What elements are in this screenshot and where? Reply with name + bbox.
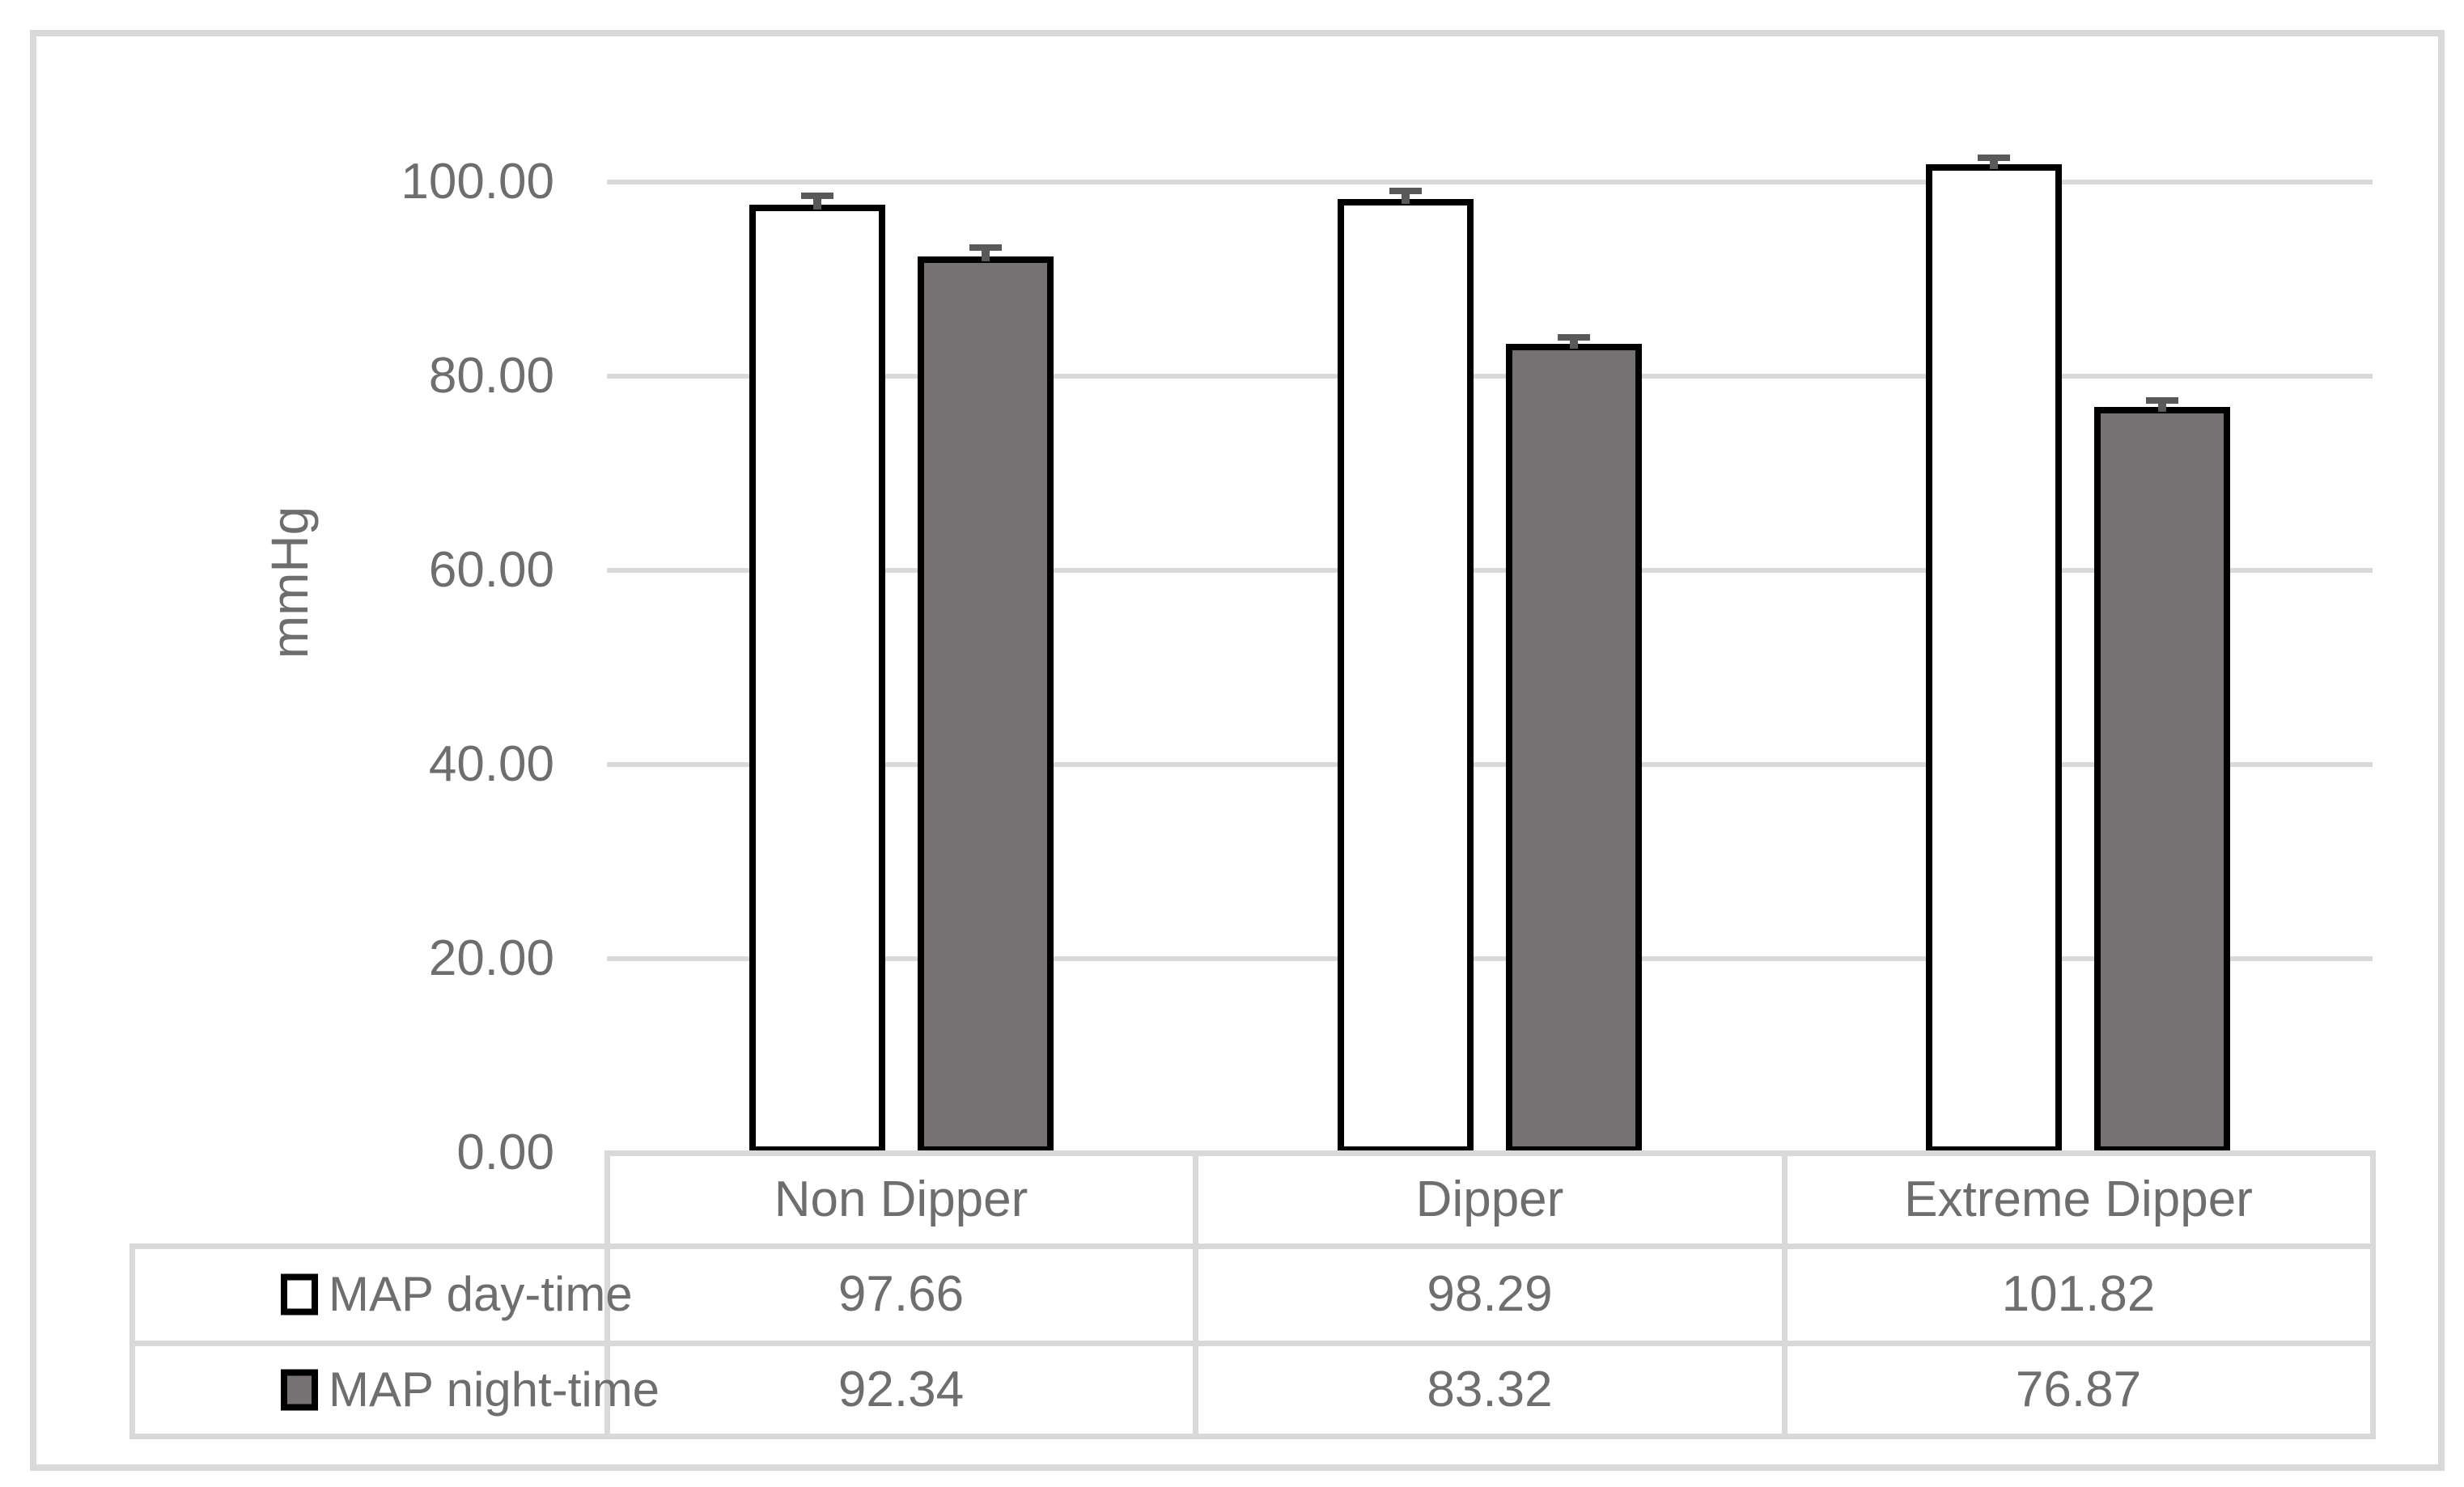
bar-night-time-non-dipper xyxy=(917,256,1054,1153)
gridline-80 xyxy=(607,374,2373,379)
night-time-series-swatch-icon xyxy=(281,1369,318,1410)
table-line-right xyxy=(2370,1150,2376,1439)
table-line-row-divider xyxy=(129,1341,2376,1346)
figure-outer-frame xyxy=(30,30,2445,1471)
legend-label-night-time: MAP night-time xyxy=(329,1362,660,1417)
table-header-dipper: Dipper xyxy=(1415,1171,1564,1227)
error-bar-cap-day-time-extreme-dipper xyxy=(1978,154,2011,161)
legend-label-day-time: MAP day-time xyxy=(329,1267,633,1321)
bar-day-time-dipper xyxy=(1338,198,1474,1153)
table-header-extreme-dipper: Extreme Dipper xyxy=(1904,1171,2253,1227)
gridline-100 xyxy=(607,180,2373,184)
table-line-bottom xyxy=(129,1434,2376,1439)
error-bar-cap-night-time-non-dipper xyxy=(969,244,1002,252)
y-tick-label-80: 80.00 xyxy=(428,348,554,404)
y-tick-label-20: 20.00 xyxy=(428,930,554,986)
error-bar-stem-day-time-non-dipper xyxy=(812,196,821,210)
y-tick-label-40: 40.00 xyxy=(428,736,554,792)
error-bar-cap-day-time-non-dipper xyxy=(800,193,833,200)
error-bar-cap-night-time-extreme-dipper xyxy=(2146,397,2179,405)
error-bar-stem-day-time-dipper xyxy=(1402,190,1410,204)
legend-item-day-time: MAP day-time xyxy=(132,1246,633,1343)
table-header-non-dipper: Non Dipper xyxy=(774,1171,1028,1227)
table-line-col0 xyxy=(604,1150,610,1439)
table-line-top xyxy=(604,1150,2376,1156)
error-bar-stem-night-time-non-dipper xyxy=(981,248,990,261)
error-bar-cap-night-time-dipper xyxy=(1558,333,1590,341)
value-day-extreme-dipper: 101.82 xyxy=(2001,1266,2156,1322)
error-bar-cap-day-time-dipper xyxy=(1389,187,1422,194)
error-bar-stem-night-time-extreme-dipper xyxy=(2158,400,2167,412)
error-bar-stem-night-time-dipper xyxy=(1570,337,1578,350)
error-bar-stem-day-time-extreme-dipper xyxy=(1990,157,1999,170)
gridline-20 xyxy=(607,956,2373,961)
value-night-extreme-dipper: 76.87 xyxy=(2015,1362,2142,1417)
bar-day-time-non-dipper xyxy=(749,205,885,1153)
table-line-legend-left xyxy=(129,1243,135,1439)
day-time-series-swatch-icon xyxy=(281,1273,318,1315)
value-day-non-dipper: 97.66 xyxy=(838,1266,965,1322)
bar-night-time-extreme-dipper xyxy=(2094,406,2231,1153)
y-tick-label-0: 0.00 xyxy=(456,1125,554,1180)
table-line-col2 xyxy=(1782,1150,1788,1439)
y-tick-label-100: 100.00 xyxy=(401,154,554,210)
bar-day-time-extreme-dipper xyxy=(1926,164,2063,1153)
table-line-header-bottom xyxy=(129,1243,2376,1249)
value-night-non-dipper: 92.34 xyxy=(838,1362,965,1417)
y-tick-label-60: 60.00 xyxy=(428,542,554,598)
legend-item-night-time: MAP night-time xyxy=(132,1343,659,1436)
bar-night-time-dipper xyxy=(1506,344,1642,1153)
gridline-60 xyxy=(607,568,2373,573)
value-night-dipper: 83.32 xyxy=(1427,1362,1553,1417)
gridline-40 xyxy=(607,762,2373,767)
y-axis-title: mmHg xyxy=(261,506,319,659)
table-line-col1 xyxy=(1193,1150,1198,1439)
value-day-dipper: 98.29 xyxy=(1427,1266,1553,1322)
